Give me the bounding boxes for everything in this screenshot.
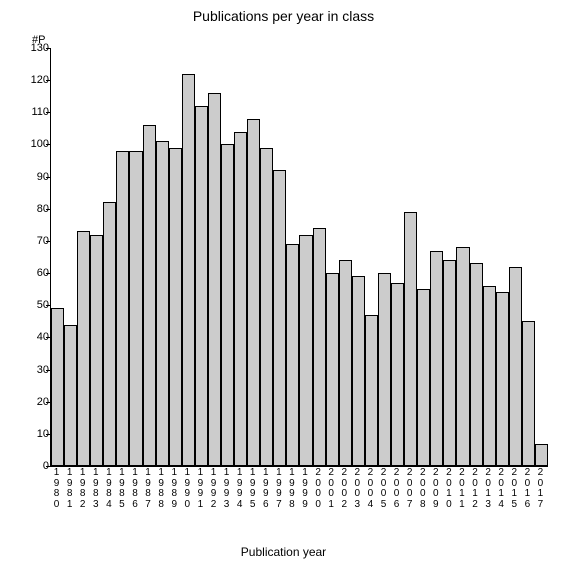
bar [221,144,234,466]
bar [90,235,103,467]
bar [339,260,352,466]
x-tick-label: 2013 [482,468,495,510]
bar [299,235,312,467]
x-tick-label: 2012 [469,468,482,510]
x-tick-label: 2016 [521,468,534,510]
bar [169,148,182,466]
x-tick-label: 1980 [50,468,63,510]
bar [404,212,417,466]
x-tick-label: 1992 [207,468,220,510]
bar [535,444,548,467]
bar [378,273,391,466]
bar [129,151,142,466]
x-tick-label: 1988 [155,468,168,510]
bar [417,289,430,466]
bar [391,283,404,466]
bar [51,308,64,466]
bar [496,292,509,466]
x-tick-label: 2001 [325,468,338,510]
bar [483,286,496,466]
bar [430,251,443,466]
y-tick-label: 50 [19,299,49,311]
bar [509,267,522,466]
bar [365,315,378,466]
y-tick-label: 100 [19,138,49,150]
y-tick-label: 80 [19,203,49,215]
x-tick-label: 1997 [272,468,285,510]
y-tick-label: 70 [19,235,49,247]
bar [156,141,169,466]
bars [51,48,548,466]
x-tick-label: 2003 [351,468,364,510]
x-tick-label: 1982 [76,468,89,510]
x-tick-label: 2014 [495,468,508,510]
x-tick-label: 2010 [442,468,455,510]
x-tick-label: 2004 [364,468,377,510]
bar [456,247,469,466]
x-tick-label: 2002 [338,468,351,510]
bar [352,276,365,466]
x-tick-label: 1990 [181,468,194,510]
x-tick-label: 1995 [246,468,259,510]
x-tick-label: 2006 [390,468,403,510]
bar [182,74,195,466]
x-tick-label: 2017 [534,468,547,510]
bar [522,321,535,466]
bar [103,202,116,466]
bar [116,151,129,466]
x-tick-label: 1987 [142,468,155,510]
bar [443,260,456,466]
x-tick-label: 2009 [429,468,442,510]
x-tick-label: 2015 [508,468,521,510]
y-tick-label: 10 [19,428,49,440]
y-tick-label: 90 [19,171,49,183]
x-axis-labels: 1980198119821983198419851986198719881989… [50,468,547,510]
bar [64,325,77,466]
y-tick-label: 40 [19,331,49,343]
x-tick-label: 1986 [128,468,141,510]
bar [195,106,208,466]
chart-title: Publications per year in class [0,8,567,24]
chart-container: Publications per year in class #P 010203… [0,0,567,567]
bar [247,119,260,466]
bar [313,228,326,466]
x-tick-label: 1999 [298,468,311,510]
y-tick-label: 60 [19,267,49,279]
x-tick-label: 1998 [285,468,298,510]
x-tick-label: 1981 [63,468,76,510]
bar [77,231,90,466]
x-axis-label: Publication year [0,545,567,559]
x-tick-label: 1996 [259,468,272,510]
x-tick-label: 1985 [115,468,128,510]
y-tick-label: 110 [19,106,49,118]
x-tick-label: 1994 [233,468,246,510]
y-tick-label: 130 [19,42,49,54]
bar [326,273,339,466]
bar [470,263,483,466]
x-tick-label: 1983 [89,468,102,510]
x-tick-label: 2008 [416,468,429,510]
x-tick-label: 1989 [168,468,181,510]
bar [208,93,221,466]
x-tick-label: 2005 [377,468,390,510]
bar [286,244,299,466]
x-tick-label: 1993 [220,468,233,510]
plot-area [50,48,548,467]
x-tick-label: 2011 [455,468,468,510]
y-tick-label: 0 [19,460,49,472]
bar [143,125,156,466]
y-tick-label: 20 [19,396,49,408]
x-tick-label: 2000 [312,468,325,510]
x-tick-label: 1984 [102,468,115,510]
x-tick-label: 1991 [194,468,207,510]
y-tick-label: 120 [19,74,49,86]
x-tick-label: 2007 [403,468,416,510]
y-tick-label: 30 [19,364,49,376]
bar [234,132,247,466]
bar [273,170,286,466]
bar [260,148,273,466]
